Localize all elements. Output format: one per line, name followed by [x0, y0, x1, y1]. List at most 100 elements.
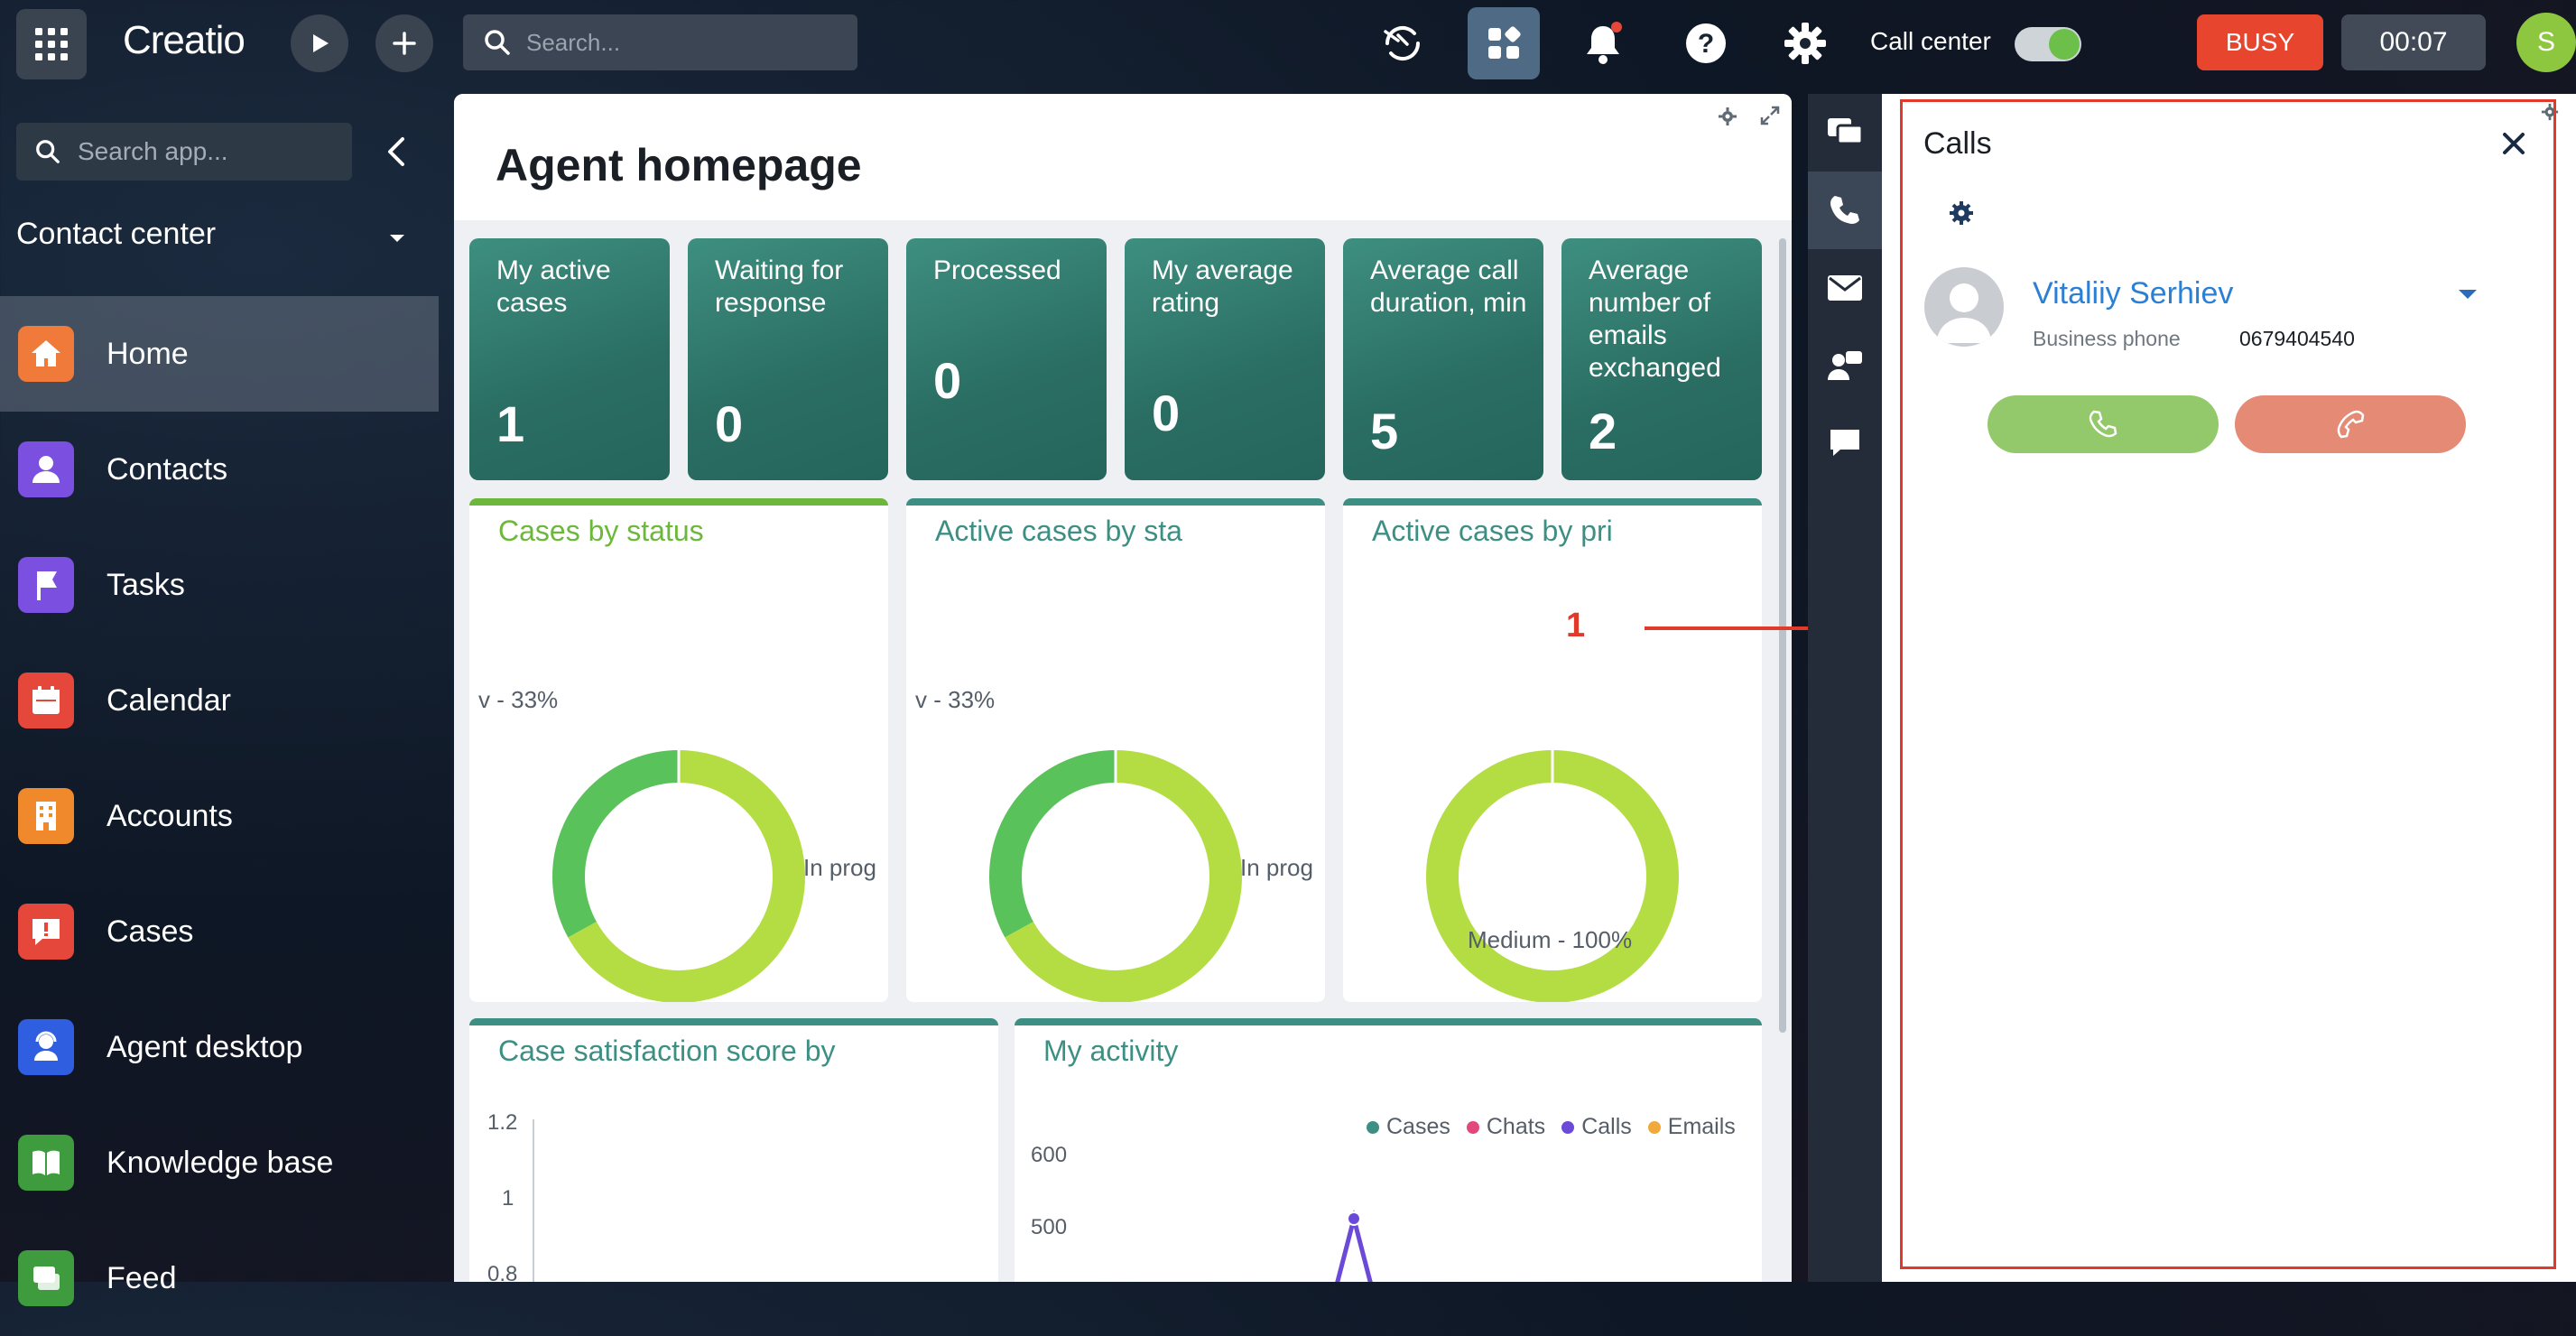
global-search-input[interactable]: Search...: [463, 14, 857, 70]
active-cases-by-status-card[interactable]: Active cases by sta v - 33% In prog: [906, 498, 1325, 1002]
collapse-sidebar-icon[interactable]: [379, 132, 415, 172]
agent-icon: [18, 1019, 74, 1075]
sidebar-item-label: Contacts: [107, 451, 228, 487]
phone-number: 0679404540: [2239, 327, 2355, 350]
sidebar-item-agent-desktop[interactable]: Agent desktop: [0, 989, 439, 1105]
phone-icon[interactable]: [1808, 172, 1882, 249]
search-placeholder: Search...: [526, 28, 621, 56]
y-tick: 1: [502, 1186, 514, 1211]
kpi-waiting-for-response[interactable]: Waiting for response 0: [688, 238, 888, 480]
workplace-icon[interactable]: [1468, 7, 1540, 79]
sidebar-item-label: Home: [107, 336, 189, 371]
card-title: Cases by status: [498, 515, 704, 547]
sidebar-item-feed[interactable]: Feed: [0, 1220, 439, 1336]
kpi-average-call-duration[interactable]: Average call duration, min 5: [1343, 238, 1543, 480]
kpi-title: Waiting for response: [715, 255, 844, 318]
phone-hangup-icon: [2337, 410, 2365, 439]
legend-item-calls: Calls: [1561, 1114, 1632, 1140]
page-header: Agent homepage: [454, 94, 1792, 220]
sidebar-item-label: Accounts: [107, 798, 233, 833]
run-process-button[interactable]: [291, 14, 348, 72]
kpi-average-emails-exchanged[interactable]: Average number of emails exchanged 2: [1561, 238, 1762, 480]
reject-call-button[interactable]: [2235, 395, 2466, 453]
kpi-value: 1: [496, 395, 525, 452]
dashboard-settings-icon[interactable]: [1718, 107, 1737, 126]
avatar[interactable]: S: [2516, 13, 2576, 72]
close-icon[interactable]: [2500, 130, 2527, 157]
apps-grid-icon[interactable]: [16, 9, 87, 79]
chart-label: In prog: [1240, 854, 1313, 881]
sidebar-item-calendar[interactable]: Calendar: [0, 643, 439, 758]
sidebar-item-tasks[interactable]: Tasks: [0, 527, 439, 643]
calls-panel: Calls Vitaliiy Serhiev Business phone 06…: [1882, 94, 2576, 1282]
busy-status-button[interactable]: BUSY: [2197, 14, 2323, 70]
agent-chat-icon[interactable]: [1808, 327, 1882, 404]
answer-call-button[interactable]: [1988, 395, 2219, 453]
sidebar-item-contacts[interactable]: Contacts: [0, 412, 439, 527]
donut-chart: [989, 750, 1242, 1002]
app-search-placeholder: Search app...: [78, 137, 228, 165]
kpi-my-active-cases[interactable]: My active cases 1: [469, 238, 670, 480]
calls-title: Calls: [1923, 126, 1992, 161]
expand-icon[interactable]: [1759, 105, 1781, 126]
sidebar-item-label: Tasks: [107, 567, 185, 602]
call-settings-gear-icon[interactable]: [1949, 200, 1974, 226]
chevron-down-icon[interactable]: [2456, 285, 2479, 303]
card-title: Active cases by pri: [1372, 515, 1613, 547]
notifications-bell-icon[interactable]: [1574, 14, 1632, 72]
sidebar-item-label: Knowledge base: [107, 1145, 334, 1180]
call-center-toggle[interactable]: [2015, 27, 2081, 61]
legend-item-cases: Cases: [1367, 1114, 1450, 1140]
sidebar-item-knowledge-base[interactable]: Knowledge base: [0, 1105, 439, 1220]
workplace-selector[interactable]: Contact center: [16, 217, 413, 262]
activity-line: [1335, 1210, 1373, 1282]
message-icon[interactable]: [1808, 404, 1882, 482]
legend-item-emails: Emails: [1647, 1114, 1736, 1140]
calendar-icon: [18, 673, 74, 728]
cases-by-status-card[interactable]: Cases by status v - 33% In prog: [469, 498, 888, 1002]
kpi-my-average-rating[interactable]: My average rating 0: [1125, 238, 1325, 480]
kpi-title: Average call duration, min: [1370, 255, 1527, 318]
sidebar-item-label: Calendar: [107, 682, 231, 718]
phone-answer-icon: [2089, 410, 2117, 438]
kpi-value: 0: [715, 395, 744, 452]
app-search-input[interactable]: Search app...: [16, 123, 352, 181]
sidebar-item-cases[interactable]: Cases: [0, 874, 439, 989]
call-timer-value: 00:07: [2379, 27, 2448, 57]
active-cases-by-priority-card[interactable]: Active cases by pri Medium - 100%: [1343, 498, 1762, 1002]
scrollbar[interactable]: [1779, 238, 1786, 1033]
kpi-value: 0: [933, 352, 962, 409]
case-satisfaction-card[interactable]: Case satisfaction score by 1.2 1 0.8: [469, 1018, 998, 1282]
chats-icon[interactable]: [1808, 94, 1882, 172]
email-icon[interactable]: [1808, 249, 1882, 327]
donut-chart: [552, 750, 805, 1002]
settings-gear-icon[interactable]: [1776, 14, 1834, 72]
sync-icon[interactable]: [1374, 14, 1432, 72]
y-tick: 600: [1031, 1143, 1068, 1167]
card-title: Case satisfaction score by: [498, 1034, 836, 1067]
sidebar-item-accounts[interactable]: Accounts: [0, 758, 439, 874]
call-timer: 00:07: [2341, 14, 2486, 70]
communication-panel-rail: [1808, 94, 1882, 1282]
kpi-title: Processed: [933, 255, 1061, 285]
y-tick: 1.2: [487, 1110, 518, 1135]
sidebar-item-home[interactable]: Home: [0, 296, 439, 412]
sidebar-item-label: Cases: [107, 914, 194, 949]
kpi-title: My average rating: [1152, 255, 1293, 318]
kpi-processed[interactable]: Processed 0: [906, 238, 1107, 480]
my-activity-card[interactable]: My activity Cases Chats Calls Emails 600…: [1015, 1018, 1762, 1282]
call-center-label: Call center: [1870, 27, 1991, 55]
kpi-title: My active cases: [496, 255, 611, 318]
contact-avatar: [1924, 267, 2004, 347]
kpi-value: 5: [1370, 403, 1399, 459]
feed-icon: [18, 1250, 74, 1306]
card-title: Active cases by sta: [935, 515, 1182, 547]
flag-icon: [18, 557, 74, 613]
agent-homepage-panel: Agent homepage My active cases 1 Waiting…: [454, 94, 1792, 1282]
app-logo[interactable]: Creatio: [123, 18, 246, 62]
sidebar-item-label: Feed: [107, 1260, 177, 1295]
contact-name-link[interactable]: Vitaliiy Serhiev: [2033, 276, 2234, 311]
add-button[interactable]: [375, 14, 433, 72]
help-icon[interactable]: ?: [1677, 14, 1735, 72]
legend-item-chats: Chats: [1466, 1114, 1545, 1140]
